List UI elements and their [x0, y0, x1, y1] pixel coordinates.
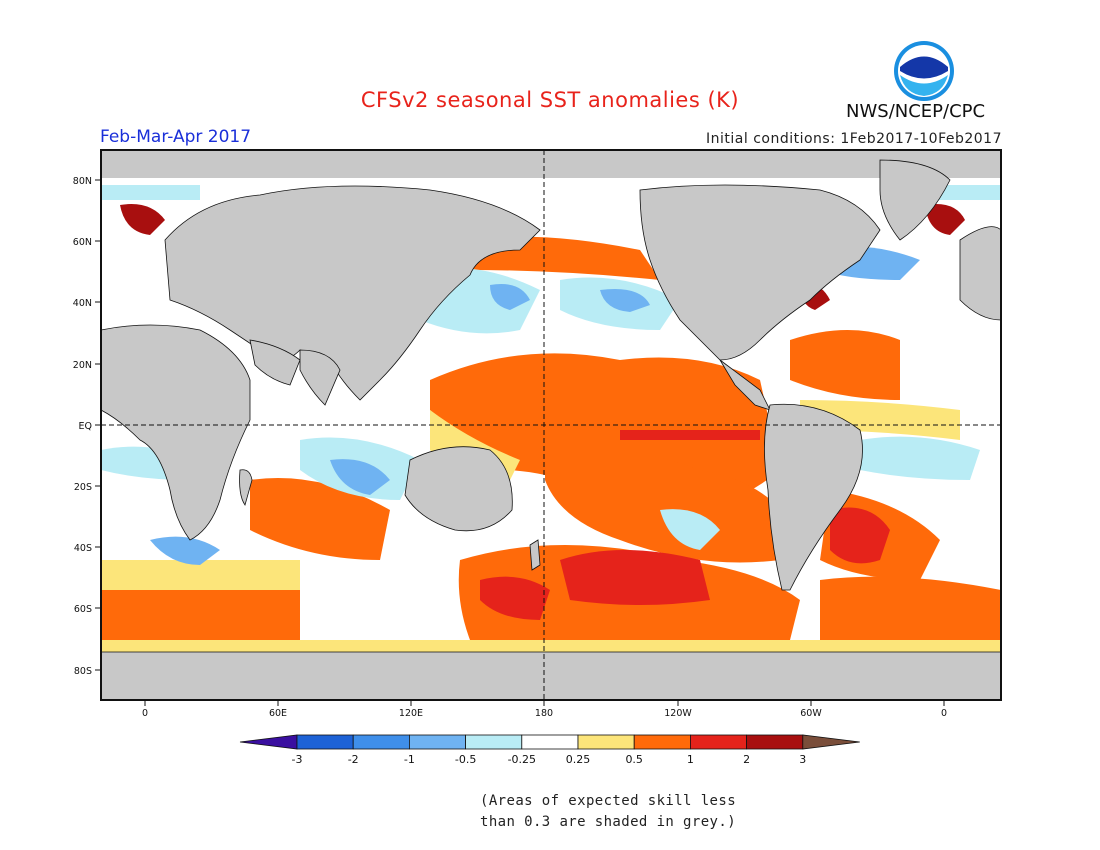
- colorbar-bin: [746, 734, 804, 750]
- colorbar-label: 0.5: [625, 753, 643, 766]
- lat-label: 80N: [73, 176, 92, 187]
- colorbar-label: 0.25: [566, 753, 591, 766]
- colorbar: -3 -2 -1 -0.5 -0.25 0.25 0.5 1 2 3: [239, 734, 860, 766]
- lon-label: 60W: [800, 708, 822, 719]
- lon-label: 60E: [269, 708, 287, 719]
- colorbar-label: -3: [292, 753, 303, 766]
- skill-note-line: (Areas of expected skill less: [480, 793, 737, 809]
- map-title: CFSv2 seasonal SST anomalies (K): [360, 88, 740, 112]
- colorbar-label: -0.25: [508, 753, 536, 766]
- colorbar-label: -2: [348, 753, 359, 766]
- colorbar-label: -1: [404, 753, 415, 766]
- colorbar-bin: [577, 734, 635, 750]
- colorbar-label: 3: [799, 753, 806, 766]
- lat-label: 20N: [73, 360, 92, 371]
- lon-label: 180: [535, 708, 553, 719]
- colorbar-label: -0.5: [455, 753, 476, 766]
- lon-label: 120E: [399, 708, 423, 719]
- lat-label: 60N: [73, 237, 92, 248]
- lat-label: EQ: [79, 421, 92, 432]
- lat-label: 20S: [74, 482, 92, 493]
- colorbar-bin: [296, 734, 354, 750]
- lon-label: 0: [142, 708, 148, 719]
- colorbar-left-arrow: [239, 734, 298, 750]
- initial-conditions-label: Initial conditions: 1Feb2017-10Feb2017: [706, 131, 1002, 147]
- season-label: Feb-Mar-Apr 2017: [100, 127, 252, 147]
- lat-label: 60S: [74, 604, 92, 615]
- colorbar-bin: [465, 734, 523, 750]
- skill-note-line: than 0.3 are shaded in grey.): [480, 814, 737, 830]
- colorbar-bin: [633, 734, 691, 750]
- colorbar-bin: [408, 734, 466, 750]
- colorbar-bin: [352, 734, 410, 750]
- lat-label: 40S: [74, 543, 92, 554]
- agency-label: NWS/NCEP/CPC: [846, 101, 986, 122]
- landmasses: [100, 150, 1002, 701]
- latitude-axis: 80N 60N 40N 20N EQ 20S 40S 60S 80S: [73, 176, 101, 677]
- skill-note: (Areas of expected skill less than 0.3 a…: [480, 791, 740, 833]
- lat-label: 80S: [74, 666, 92, 677]
- colorbar-right-arrow: [802, 734, 860, 750]
- colorbar-label: 1: [687, 753, 694, 766]
- noaa-logo-icon: [894, 41, 954, 101]
- colorbar-label: 2: [743, 753, 750, 766]
- longitude-axis: 0 60E 120E 180 120W 60W 0: [142, 700, 947, 719]
- lon-label: 120W: [664, 708, 692, 719]
- lon-label: 0: [941, 708, 947, 719]
- lat-label: 40N: [73, 298, 92, 309]
- colorbar-bin: [690, 734, 748, 750]
- colorbar-bin: [521, 734, 579, 750]
